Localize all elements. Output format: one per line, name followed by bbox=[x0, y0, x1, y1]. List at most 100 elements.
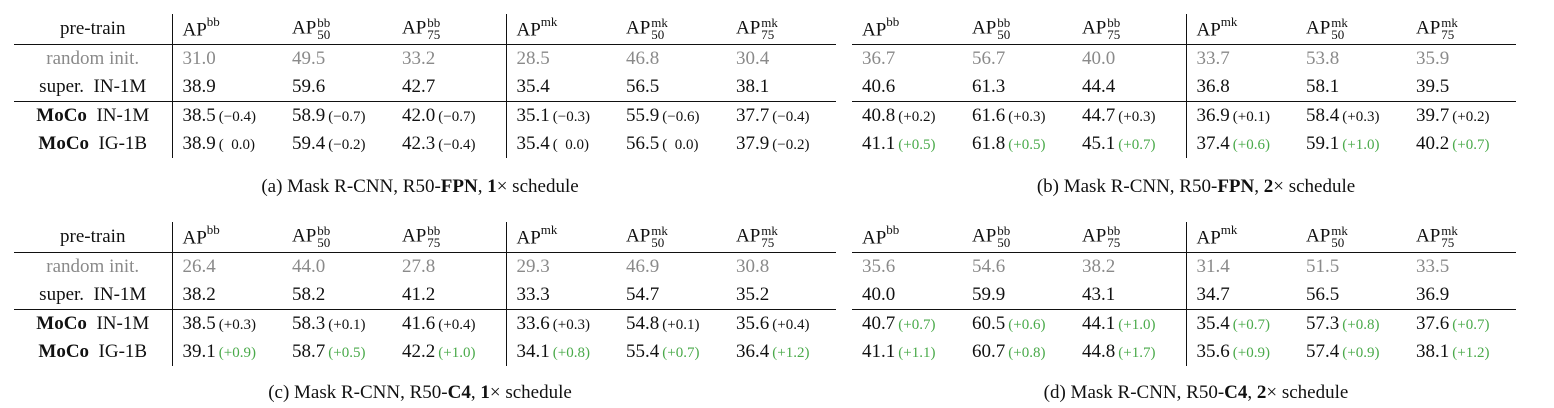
method-name: MoCo bbox=[36, 105, 87, 126]
delta-value: (−0.3) bbox=[552, 109, 590, 125]
value-cell: 46.9 bbox=[616, 253, 726, 282]
metric-base: AP bbox=[516, 227, 541, 249]
delta-value: (+1.2) bbox=[772, 345, 810, 361]
row-label: super. IN-1M bbox=[14, 73, 173, 102]
value: 38.5 bbox=[182, 313, 216, 334]
value-cell: 54.8 (+0.1) bbox=[616, 309, 726, 338]
metric-base: AP bbox=[182, 227, 207, 249]
caption-text: × schedule bbox=[489, 382, 572, 403]
value: 34.1 bbox=[516, 341, 550, 362]
value-cell: 40.0 bbox=[1072, 44, 1187, 73]
header-row: pre-train APbb AP bb 50 AP bb 75 APmk AP mk 50 AP mk 7… bbox=[14, 14, 836, 45]
metric-sup: bb bbox=[206, 14, 220, 30]
value: 44.7 bbox=[1082, 105, 1116, 126]
row-label: MoCo IN-1M bbox=[14, 309, 173, 338]
delta-value: ( 0.0) bbox=[552, 137, 589, 153]
metric-sub: 50 bbox=[651, 235, 665, 250]
value-cell: 61.8 (+0.5) bbox=[962, 130, 1072, 158]
table-panel-a: pre-train APbb AP bb 50 AP bb 75 APmk AP mk 50 AP mk 7… bbox=[14, 14, 836, 158]
metric-base: AP bbox=[1082, 225, 1107, 247]
metric-sup: mk bbox=[1220, 222, 1238, 238]
caption-schedule: 1 bbox=[480, 382, 490, 403]
table-row: 41.1 (+0.5) 61.8 (+0.5) 45.1 (+0.7) 37.4 (+0.6)… bbox=[852, 130, 1516, 158]
delta-value: (+0.3) bbox=[1342, 109, 1380, 125]
value: 35.6 bbox=[1196, 341, 1230, 362]
metric-header: AP mk 75 bbox=[1406, 14, 1516, 45]
table-row: MoCo IG-1B 38.9( 0.0) 59.4 (−0.2) 42.3 (−0.4)… bbox=[14, 130, 836, 158]
metric-sub: 50 bbox=[997, 235, 1011, 250]
value: 30.4 bbox=[736, 48, 770, 69]
delta-value: (+0.9) bbox=[1342, 345, 1380, 361]
metric-sub: 50 bbox=[651, 27, 665, 42]
value: 36.9 bbox=[1196, 105, 1230, 126]
delta-value: (+0.8) bbox=[552, 345, 590, 361]
value: 58.3 bbox=[292, 313, 326, 334]
delta-value: (+0.4) bbox=[438, 317, 476, 333]
value: 56.5 bbox=[1306, 284, 1340, 305]
caption-text: (c) Mask R-CNN, R50- bbox=[268, 382, 448, 403]
value-cell: 35.6 bbox=[852, 253, 962, 282]
metric-sup: mk bbox=[1220, 14, 1238, 30]
value: 36.7 bbox=[862, 48, 896, 69]
metric-sup: mk bbox=[651, 15, 668, 30]
value-cell: 40.8 (+0.2) bbox=[852, 101, 962, 130]
metric-sup: mk bbox=[761, 223, 778, 238]
caption-text: , bbox=[477, 176, 488, 197]
value: 45.1 bbox=[1082, 133, 1116, 154]
value-cell: 35.6 (+0.4) bbox=[726, 309, 836, 338]
metric-header: AP bb 75 bbox=[392, 222, 507, 253]
caption-text: × schedule bbox=[1266, 382, 1349, 403]
value: 37.4 bbox=[1196, 133, 1230, 154]
value-cell: 59.6 bbox=[282, 73, 392, 102]
delta-value: (+0.2) bbox=[1452, 109, 1490, 125]
metric-base: AP bbox=[1416, 225, 1441, 247]
metric-sup: mk bbox=[1331, 15, 1348, 30]
pretrain-data: IN-1M bbox=[96, 313, 150, 334]
metric-sub: 75 bbox=[761, 27, 775, 42]
value-cell: 57.4 (+0.9) bbox=[1296, 338, 1406, 366]
value: 46.9 bbox=[626, 256, 660, 277]
value-cell: 54.6 bbox=[962, 253, 1072, 282]
metric-header: APbb bbox=[852, 222, 962, 253]
value-cell: 54.7 bbox=[616, 281, 726, 310]
method-name: MoCo bbox=[38, 341, 90, 362]
value: 58.2 bbox=[292, 284, 326, 305]
value: 27.8 bbox=[402, 256, 436, 277]
value-cell: 56.5 bbox=[616, 73, 726, 102]
metric-header: AP mk 50 bbox=[616, 222, 726, 253]
metric-base: AP bbox=[1306, 225, 1331, 247]
metric-base: AP bbox=[862, 19, 887, 41]
value: 56.7 bbox=[972, 48, 1006, 69]
caption-d: (d) Mask R-CNN, R50-C4, 2× schedule bbox=[852, 382, 1540, 404]
value: 58.4 bbox=[1306, 105, 1340, 126]
value-cell: 44.1 (+1.0) bbox=[1072, 309, 1187, 338]
metric-sub: 75 bbox=[427, 27, 441, 42]
metric-sub: 75 bbox=[1441, 27, 1455, 42]
value: 58.9 bbox=[292, 105, 326, 126]
value-cell: 59.4 (−0.2) bbox=[282, 130, 392, 158]
metric-sup: bb bbox=[206, 222, 220, 238]
value-cell: 27.8 bbox=[392, 252, 507, 281]
value: 44.8 bbox=[1082, 341, 1116, 362]
delta-value: (+0.7) bbox=[1118, 137, 1156, 153]
value-cell: 37.6 (+0.7) bbox=[1406, 309, 1516, 338]
value-cell: 58.4 (+0.3) bbox=[1296, 101, 1406, 130]
metric-sub: 50 bbox=[997, 27, 1011, 42]
value-cell: 56.5( 0.0) bbox=[616, 130, 726, 158]
value: 61.6 bbox=[972, 105, 1006, 126]
pretrain-data: random init. bbox=[46, 48, 140, 69]
value: 42.3 bbox=[402, 133, 436, 154]
delta-value: (+1.1) bbox=[898, 345, 936, 361]
caption-schedule: 2 bbox=[1256, 382, 1267, 403]
metric-base: AP bbox=[1306, 17, 1331, 39]
pretrain-header: pre-train bbox=[14, 14, 173, 45]
metric-base: AP bbox=[402, 17, 427, 39]
delta-value: (+0.8) bbox=[1008, 345, 1046, 361]
metric-header: APbb bbox=[172, 222, 282, 253]
caption-text: , bbox=[470, 382, 481, 403]
value: 35.4 bbox=[516, 76, 550, 97]
value: 59.9 bbox=[972, 284, 1006, 305]
value: 46.8 bbox=[626, 48, 660, 69]
value-cell: 46.8 bbox=[616, 45, 726, 74]
value-cell: 37.9 (−0.2) bbox=[726, 130, 836, 158]
